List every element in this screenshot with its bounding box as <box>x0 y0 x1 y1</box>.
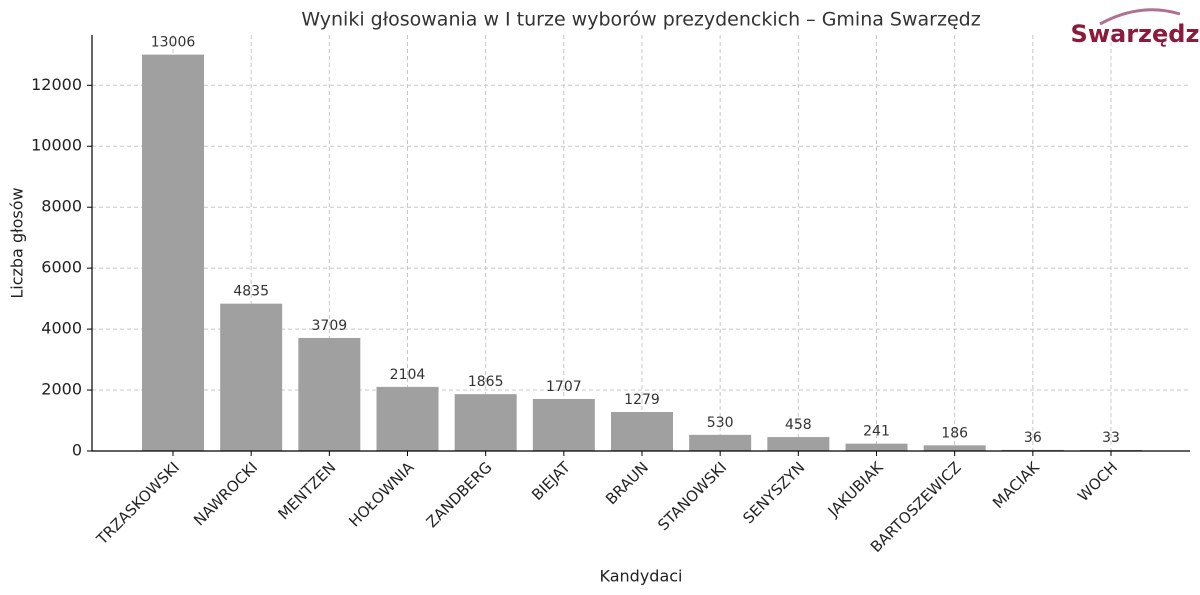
data-label: 1865 <box>468 374 504 390</box>
data-label: 2104 <box>390 367 426 383</box>
bar <box>376 386 439 451</box>
y-tick-label: 6000 <box>41 258 82 277</box>
bar <box>767 437 830 451</box>
x-tick-label: WOCH <box>1074 458 1121 505</box>
x-tick-label: NAWROCKI <box>190 458 261 529</box>
bar <box>220 303 283 451</box>
data-label: 33 <box>1102 430 1120 446</box>
bar <box>845 443 908 451</box>
y-tick-label: 2000 <box>41 380 82 399</box>
logo: Swarzędz <box>1071 8 1200 48</box>
data-label: 3709 <box>312 318 348 334</box>
x-tick-label: HOŁOWNIA <box>345 458 418 531</box>
x-tick-label: STANOWSKI <box>654 458 730 534</box>
data-label: 36 <box>1024 430 1042 446</box>
bar <box>611 412 673 451</box>
x-tick-label: MACIAK <box>989 457 1044 512</box>
data-label: 1279 <box>624 392 660 408</box>
bar <box>298 337 361 451</box>
x-tick-label: BIEJAT <box>528 458 574 504</box>
x-tick-label: SENYSZYN <box>739 458 808 527</box>
y-tick-label: 12000 <box>31 75 82 94</box>
plot-area: 0 2000 4000 6000 8000 10000 12000 TRZASKOWSKI 13… <box>31 35 1190 556</box>
y-tick-label: 10000 <box>31 136 82 155</box>
x-tick-label: JAKUBIAK <box>824 457 888 521</box>
data-label: 4835 <box>233 284 269 300</box>
x-tick-label: BRAUN <box>602 458 652 508</box>
data-label: 530 <box>707 415 734 431</box>
data-label: 13006 <box>151 35 196 51</box>
data-label: 1707 <box>546 379 582 395</box>
data-label: 458 <box>785 417 812 433</box>
x-tick-label: MENTZEN <box>274 458 339 523</box>
y-axis-label: Liczba głosów <box>8 187 27 298</box>
y-tick-label: 4000 <box>41 319 82 338</box>
logo-text: Swarzędz <box>1071 20 1200 48</box>
bar <box>689 434 752 451</box>
bar <box>532 398 595 451</box>
bar <box>923 445 986 451</box>
logo-swoosh <box>1099 8 1181 26</box>
x-tick-label: TRZASKOWSKI <box>92 458 183 549</box>
y-tick-label: 0 <box>72 441 82 460</box>
bar <box>454 394 517 451</box>
y-tick-label: 8000 <box>41 197 82 216</box>
data-label: 241 <box>863 424 890 440</box>
chart-title: Wyniki głosowania w I turze wyborów prez… <box>301 9 980 31</box>
data-label: 186 <box>941 425 968 441</box>
x-axis-label: Kandydaci <box>600 567 683 586</box>
x-tick-label: ZANDBERG <box>423 458 496 531</box>
bar <box>142 54 204 451</box>
